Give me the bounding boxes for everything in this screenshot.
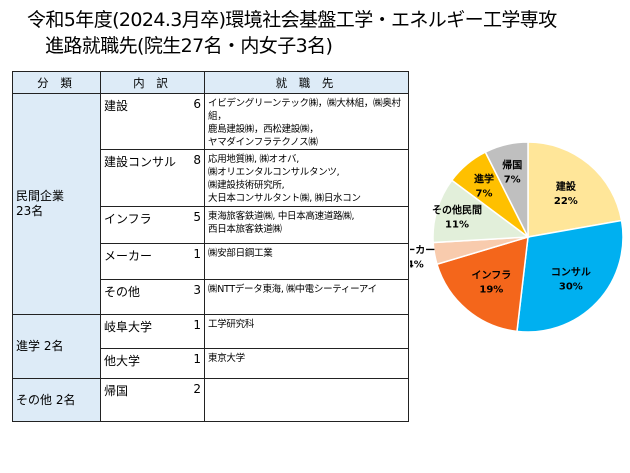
pie-pct-3: 4% — [410, 259, 424, 270]
breakdown-label: その他 — [104, 285, 141, 299]
breakdown-label: 岐阜大学 — [104, 320, 153, 334]
pie-slice-4 — [432, 179, 531, 244]
breakdown-cell: 建設コンサル 8 — [100, 149, 205, 207]
breakdown-cell: インフラ 5 — [100, 206, 205, 244]
breakdown-count: 1 — [193, 352, 201, 366]
destination-cell — [204, 378, 409, 422]
destination-cell: 東海旅客鉄道㈱, 中日本高速道路㈱, 西日本旅客鉄道㈱ — [204, 206, 409, 244]
pie-label-1: コンサル — [551, 266, 591, 278]
table-row: その他 3 ㈱NTTデータ東海, ㈱中電シーティーアイ — [13, 279, 409, 315]
pie-label-6: 帰国 — [502, 158, 522, 171]
breakdown-label: 建設 — [104, 99, 129, 113]
table-row: メーカー 1 ㈱安部日鋼工業 — [13, 243, 409, 280]
page-title: 令和5年度(2024.3月卒)環境社会基盤工学・エネルギー工学専攻 — [27, 9, 557, 31]
category-cell: その他 2名 — [12, 378, 101, 422]
breakdown-cell: 建設 6 — [100, 93, 205, 150]
breakdown-cell: 帰国 2 — [100, 378, 205, 422]
pie-pct-6: 7% — [504, 174, 521, 185]
header-category: 分 類 — [12, 71, 101, 94]
destination-cell: ㈱安部日鋼工業 — [204, 243, 409, 280]
pie-label-4: その他民間 — [432, 204, 482, 217]
pie-pct-5: 7% — [476, 189, 493, 200]
table-row: 進学 2名 岐阜大学 1 工学研究科 — [12, 314, 409, 379]
pie-slice-6 — [484, 141, 529, 238]
destination-cell: 東京大学 — [204, 348, 409, 379]
breakdown-label: メーカー — [104, 249, 153, 263]
table-row: 民間企業 23名 建設 6 イビデングリーンテック㈱，㈱大林組，㈱奥村組， 鹿島建設㈱… — [12, 93, 409, 315]
destination-cell: 応用地質㈱, ㈱オオバ, ㈱オリエンタルコンサルタンツ, ㈱建設技術研究所, 大… — [204, 149, 409, 207]
destination-cell: 工学研究科 — [204, 314, 409, 349]
career-table: 分 類 内 訳 就 職 先 民間企業 23名 建設 6 イビデングリーンテック㈱，㈱大… — [12, 71, 409, 422]
pie-pct-2: 19% — [479, 285, 503, 296]
pie-slice-1 — [516, 219, 624, 333]
header-breakdown: 内 訳 — [100, 71, 205, 94]
breakdown-label: 建設コンサル — [104, 155, 177, 169]
breakdown-label: 他大学 — [104, 354, 141, 368]
breakdown-count: 1 — [193, 318, 201, 332]
breakdown-count: 8 — [193, 153, 201, 167]
breakdown-cell: 他大学 1 — [100, 348, 205, 379]
pie-label-5: 進学 — [474, 173, 494, 186]
pie-label-2: インフラ — [472, 270, 512, 282]
pie-pct-0: 22% — [554, 196, 578, 207]
breakdown-label: インフラ — [104, 212, 152, 226]
breakdown-count: 5 — [193, 210, 201, 224]
breakdown-count: 6 — [193, 97, 201, 111]
breakdown-count: 1 — [193, 247, 201, 261]
table-row: 他大学 1 東京大学 — [13, 348, 409, 379]
pie-label-3: メーカー — [410, 244, 435, 256]
breakdown-count: 2 — [193, 382, 201, 396]
pie-slice-2 — [436, 235, 529, 333]
breakdown-cell: メーカー 1 — [100, 243, 205, 280]
pie-slice-0 — [527, 141, 623, 238]
category-cell: 民間企業 23名 — [12, 93, 101, 315]
table-row: 建設コンサル 8 応用地質㈱, ㈱オオバ, ㈱オリエンタルコンサルタンツ, ㈱建設技… — [13, 149, 409, 207]
pie-label-0: 建設 — [555, 180, 577, 193]
breakdown-count: 3 — [193, 283, 201, 297]
destination-cell: イビデングリーンテック㈱，㈱大林組，㈱奥村組， 鹿島建設㈱，西松建設㈱， ヤマダ… — [204, 93, 409, 150]
breakdown-label: 帰国 — [104, 384, 129, 398]
category-cell: 進学 2名 — [12, 314, 101, 379]
pie-pct-4: 11% — [445, 220, 469, 231]
pie-pct-1: 30% — [559, 281, 583, 292]
header-destination: 就 職 先 — [204, 71, 409, 94]
career-pie-chart: 建設 22% コンサル 30% インフラ 19% メーカー 4% その他民間 11% 進学 7% 帰国 7… — [410, 141, 624, 333]
breakdown-cell: その他 3 — [100, 279, 205, 315]
destination-cell: ㈱NTTデータ東海, ㈱中電シーティーアイ — [204, 279, 409, 315]
breakdown-cell: 岐阜大学 1 — [100, 314, 205, 349]
page-subtitle: 進路就職先(院生27名・内女子3名) — [45, 35, 333, 57]
table-row: その他 2名 帰国 2 — [12, 378, 409, 422]
